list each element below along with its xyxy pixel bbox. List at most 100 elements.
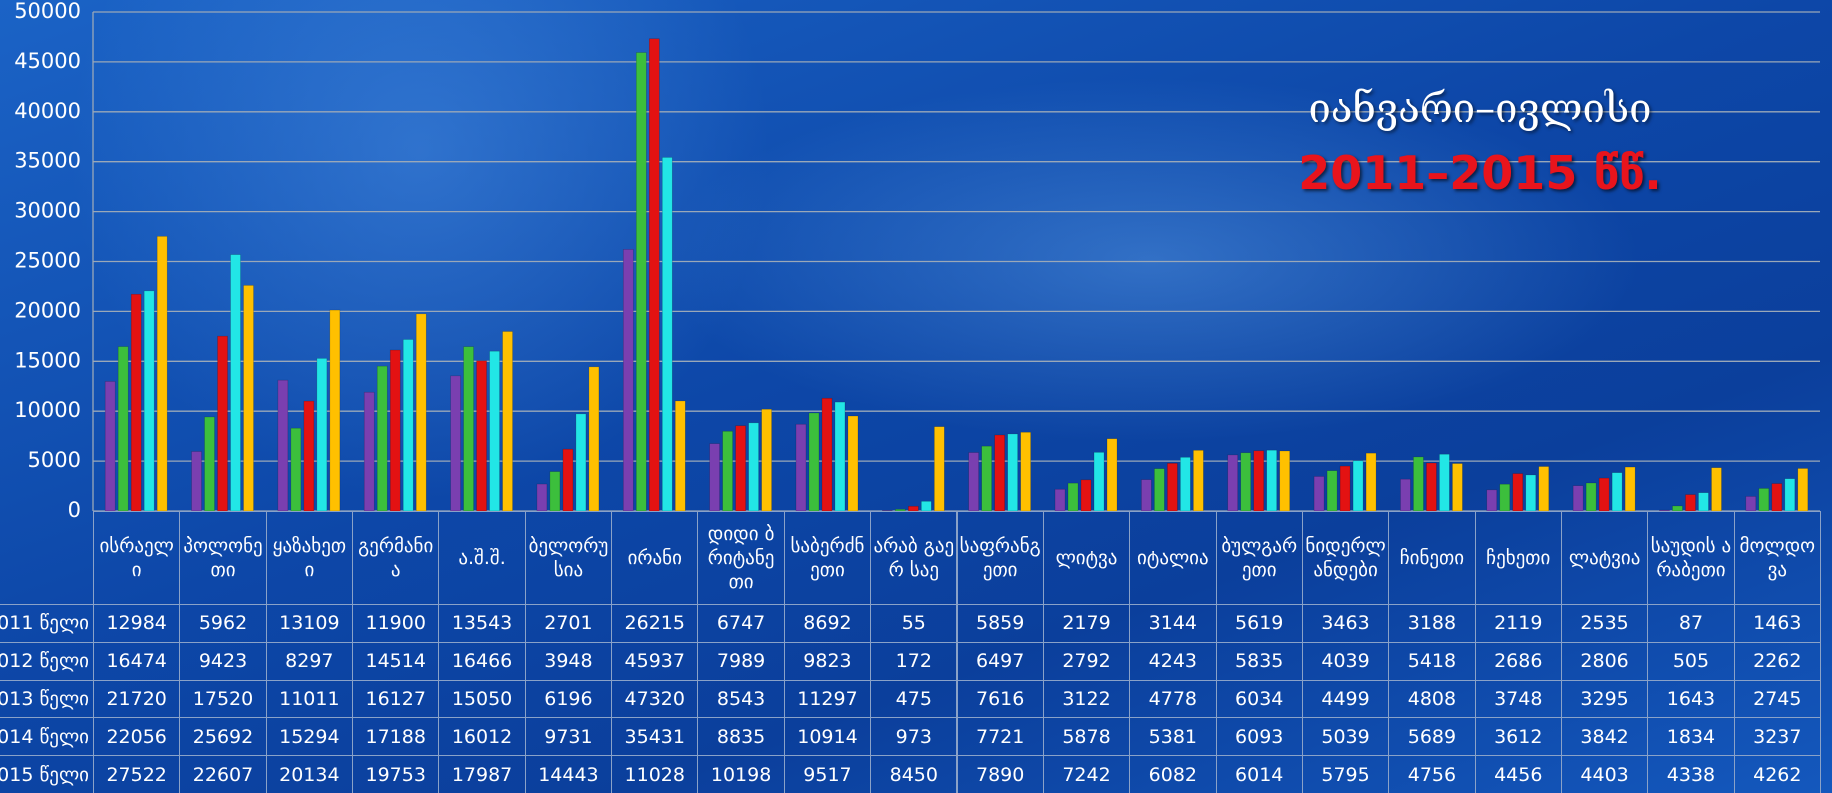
- table-value: 3188: [1388, 604, 1476, 643]
- x-tick-label: იტალია: [1129, 511, 1217, 605]
- table-value: 2262: [1733, 641, 1821, 681]
- table-value: 13543: [438, 604, 526, 643]
- x-tick-label: ბულგარეთი: [1215, 511, 1303, 605]
- table-value: 1834: [1647, 717, 1735, 757]
- table-value: 3842: [1560, 717, 1649, 757]
- table-value: 5859: [956, 604, 1044, 643]
- bar: [1141, 479, 1152, 512]
- bar: [1585, 482, 1597, 512]
- table-value: 22607: [179, 755, 267, 793]
- table-value: 11900: [352, 604, 440, 643]
- table-value: 16466: [438, 641, 526, 681]
- bar: [968, 452, 979, 512]
- x-tick-label: ლიტვა: [1042, 511, 1131, 605]
- bar: [217, 335, 228, 512]
- bar: [329, 309, 341, 512]
- y-tick-label: 15000: [14, 348, 81, 372]
- bar: [463, 346, 474, 512]
- legend-entry: 2011 წელი: [0, 604, 94, 643]
- bar: [934, 426, 945, 512]
- bar: [243, 285, 254, 512]
- bar: [1611, 472, 1623, 512]
- table-value: 20134: [265, 755, 354, 793]
- table-value: 47320: [611, 679, 699, 719]
- bar: [575, 413, 587, 512]
- table-value: 8835: [697, 717, 785, 757]
- bar: [1499, 483, 1511, 512]
- table-value: 5962: [179, 604, 267, 643]
- table-value: 7989: [697, 641, 785, 681]
- x-tick-label: ყაზახეთი: [265, 511, 354, 605]
- table-value: 11011: [265, 679, 354, 719]
- x-tick-label: პოლონეთი: [179, 511, 267, 605]
- bar: [808, 412, 820, 512]
- y-tick-label: 50000: [14, 0, 81, 23]
- table-value: 6497: [956, 641, 1044, 681]
- bar: [847, 415, 859, 512]
- table-value: 22056: [93, 717, 181, 757]
- bar: [648, 38, 660, 512]
- x-tick-label: ნიდერლანდები: [1301, 511, 1390, 605]
- table-value: 3748: [1474, 679, 1562, 719]
- table-value: 5418: [1388, 641, 1476, 681]
- bar: [661, 157, 673, 512]
- chart-subtitle: 2011–2015 წწ.: [1298, 146, 1662, 200]
- table-value: 973: [870, 717, 958, 757]
- bar: [622, 249, 634, 512]
- x-tick-label: არაბ გაერ საე: [870, 511, 958, 605]
- bar: [450, 375, 461, 512]
- table-value: 6196: [524, 679, 613, 719]
- bar: [981, 445, 992, 512]
- table-value: 2686: [1474, 641, 1562, 681]
- table-value: 35431: [611, 717, 699, 757]
- table-value: 17520: [179, 679, 267, 719]
- table-value: 4756: [1388, 755, 1476, 793]
- table-value: 3295: [1560, 679, 1649, 719]
- table-value: 15294: [265, 717, 354, 757]
- table-value: 2179: [1042, 604, 1131, 643]
- bar: [117, 346, 129, 512]
- bar: [143, 290, 155, 512]
- table-value: 11028: [611, 755, 699, 793]
- table-value: 45937: [611, 641, 699, 681]
- bar: [402, 339, 414, 512]
- table-value: 3612: [1474, 717, 1562, 757]
- bar: [1253, 450, 1265, 512]
- table-value: 5039: [1301, 717, 1390, 757]
- table-value: 16474: [93, 641, 181, 681]
- bar: [1685, 494, 1696, 512]
- table-value: 4456: [1474, 755, 1562, 793]
- table-value: 7890: [956, 755, 1044, 793]
- y-tick-label: 10000: [14, 398, 81, 422]
- bar: [230, 254, 241, 512]
- table-value: 5689: [1388, 717, 1476, 757]
- bar: [921, 500, 932, 512]
- table-value: 8692: [783, 604, 872, 643]
- table-value: 4499: [1301, 679, 1390, 719]
- table-value: 172: [870, 641, 958, 681]
- bar: [1193, 450, 1204, 512]
- bar: [1512, 473, 1524, 512]
- y-tick-label: 5000: [28, 448, 81, 472]
- table-value: 6034: [1215, 679, 1303, 719]
- table-value: 27522: [93, 755, 181, 793]
- bar: [191, 451, 202, 512]
- bar: [795, 423, 807, 512]
- bar: [1439, 453, 1450, 512]
- y-tick-label: 0: [68, 498, 81, 522]
- table-value: 7721: [956, 717, 1044, 757]
- bar: [735, 425, 746, 512]
- table-value: 19753: [352, 755, 440, 793]
- bar: [1007, 433, 1018, 512]
- y-tick-label: 35000: [14, 149, 81, 173]
- table-value: 16127: [352, 679, 440, 719]
- bar: [1266, 449, 1278, 512]
- table-value: 15050: [438, 679, 526, 719]
- table-value: 11297: [783, 679, 872, 719]
- bar: [156, 236, 168, 512]
- x-tick-label: გერმანია: [352, 511, 440, 605]
- table-value: 16012: [438, 717, 526, 757]
- table-value: 10914: [783, 717, 872, 757]
